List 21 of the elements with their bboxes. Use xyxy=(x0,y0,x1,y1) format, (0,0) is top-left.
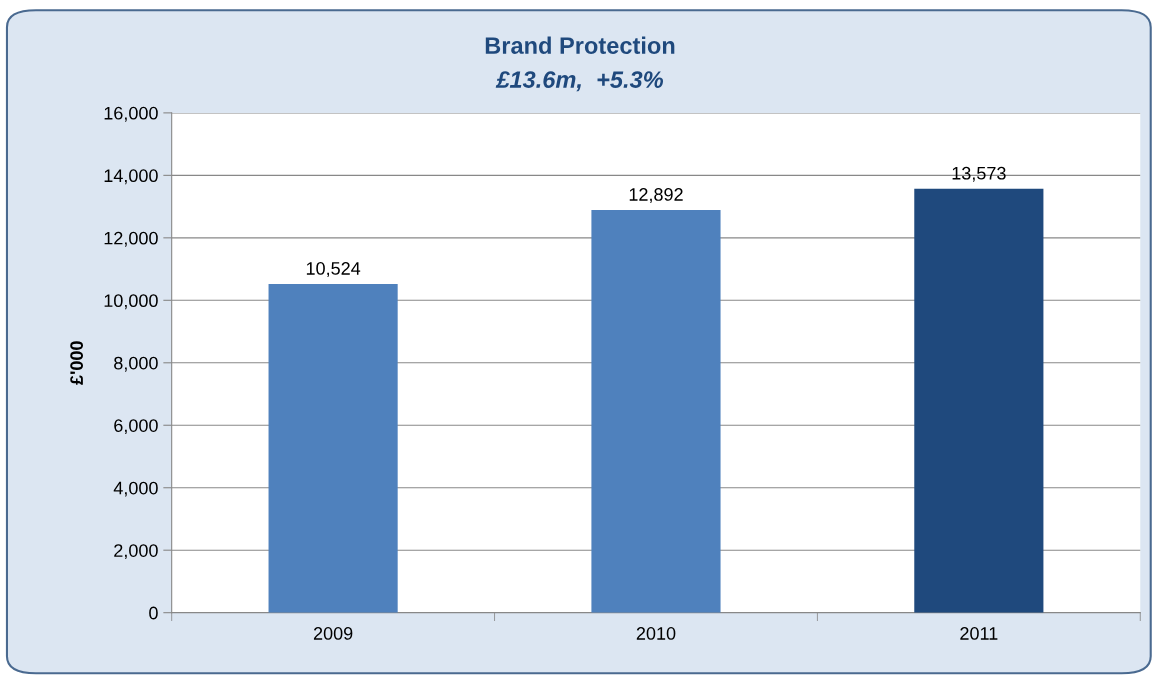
y-axis-title: £'000 xyxy=(70,341,84,385)
y-tick-label: 6,000 xyxy=(114,419,158,435)
y-tick-label: 4,000 xyxy=(113,481,158,497)
y-tick-label: 14,000 xyxy=(104,169,158,185)
y-tick-label: 16,000 xyxy=(104,106,158,122)
y-tick-label: 12,000 xyxy=(104,231,158,247)
bar xyxy=(268,283,398,613)
y-tick-label: 8,000 xyxy=(114,356,158,372)
chart-title: Brand Protection xyxy=(485,36,675,54)
x-tick-label: 2011 xyxy=(960,627,998,640)
y-tick-label: 0 xyxy=(149,606,158,620)
y-tick-label: 2,000 xyxy=(114,544,158,560)
y-tick-label: 10,000 xyxy=(104,294,158,310)
data-label: 12,892 xyxy=(629,188,683,203)
data-label: 13,573 xyxy=(952,166,1006,182)
chart-subtitle: £13.6m, +5.3% xyxy=(495,71,664,92)
x-tick-label: 2009 xyxy=(313,627,353,640)
bar xyxy=(591,209,721,613)
data-label: 10,524 xyxy=(306,262,361,277)
bar xyxy=(914,188,1044,613)
x-tick-label: 2010 xyxy=(636,627,676,640)
